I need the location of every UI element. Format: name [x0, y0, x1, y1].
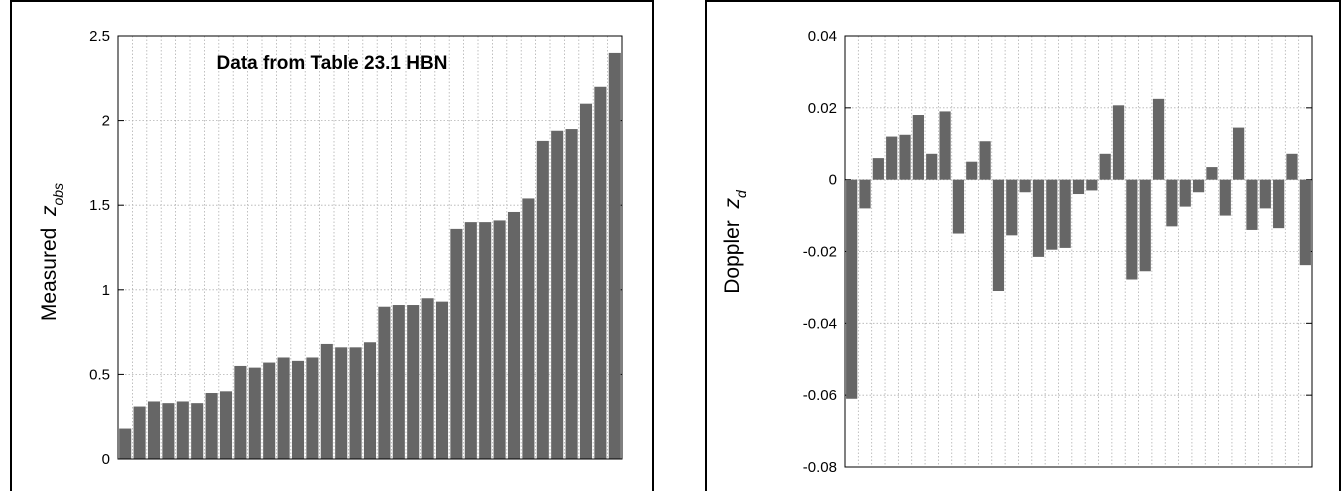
bar [1233, 127, 1245, 180]
y-axis-label-subscript: obs [50, 183, 66, 206]
bar [263, 362, 276, 459]
bar [522, 198, 535, 459]
y-tick-label: 0.5 [89, 366, 110, 383]
bar [1099, 153, 1111, 180]
bar [1112, 105, 1125, 180]
chart-title: Data from Table 23.1 HBN [217, 53, 448, 74]
bar [1032, 179, 1045, 257]
bar [205, 393, 218, 459]
bar [979, 141, 991, 180]
bar [846, 179, 858, 399]
bar [435, 301, 449, 459]
y-axis-label-text: Measured [38, 228, 61, 321]
bar [1166, 179, 1178, 227]
bar [939, 111, 951, 180]
y-axis-label: Doppler zd [721, 189, 749, 294]
bar [952, 179, 965, 234]
y-tick-label: 1 [102, 282, 110, 299]
y-tick-label: -0.06 [803, 387, 837, 404]
doppler-z-d-chart: 0.04 0.02 0 -0.02 -0.04 -0.06 -0.08 Doppler zd [721, 28, 1313, 476]
y-tick-label: 2 [102, 113, 110, 130]
bar [349, 347, 362, 459]
bar [1206, 167, 1218, 180]
bar [608, 52, 621, 460]
bar [1072, 179, 1085, 195]
y-tick-label: 1.5 [89, 197, 110, 214]
right-chart-panel: 0.04 0.02 0 -0.02 -0.04 -0.06 -0.08 Doppler zd [705, 0, 1341, 491]
bar [1192, 179, 1205, 193]
bar [421, 298, 434, 459]
bar [320, 343, 333, 459]
bar [450, 228, 463, 459]
y-tick-label: 2.5 [89, 28, 110, 45]
bar [1046, 179, 1058, 250]
bar [191, 403, 204, 459]
bar [926, 153, 938, 180]
bar [1246, 179, 1258, 230]
bar [1179, 179, 1191, 207]
y-tick-label: 0.02 [808, 100, 837, 117]
bar [291, 360, 305, 459]
bar [306, 357, 319, 459]
bar [493, 220, 506, 459]
bar [966, 161, 978, 180]
bar [1299, 179, 1311, 266]
y-tick-label: -0.08 [803, 459, 837, 476]
bar [147, 401, 161, 459]
bar [899, 134, 911, 180]
bar [234, 365, 247, 459]
bar [162, 403, 175, 459]
bar [1286, 153, 1298, 180]
bar [407, 305, 420, 459]
bar [335, 347, 348, 459]
y-axis-label-variable: z [38, 205, 61, 217]
y-axis-label-variable: z [721, 198, 744, 210]
bar [872, 158, 884, 180]
bar [1086, 179, 1098, 191]
bar [1126, 179, 1138, 280]
bar [176, 401, 189, 459]
bar [859, 179, 871, 209]
plot-frame [844, 35, 1313, 468]
bar [1152, 98, 1165, 180]
bar [1259, 179, 1271, 209]
bar [886, 136, 898, 180]
y-axis-label-text: Doppler [721, 220, 744, 294]
bar [479, 222, 492, 459]
bar [119, 428, 132, 459]
bar [248, 367, 261, 459]
bar [378, 306, 391, 459]
bar [464, 222, 477, 459]
bar [392, 305, 405, 459]
bar [277, 357, 290, 459]
bar [1273, 179, 1285, 229]
bar [594, 86, 607, 459]
measured-z-obs-chart: 0 0.5 1 1.5 2 2.5 Measured zobs Data from Table… [38, 28, 623, 468]
bar [551, 130, 564, 459]
y-tick-label: 0.04 [808, 28, 837, 45]
bar [133, 406, 146, 459]
bar [565, 129, 578, 459]
bar [1006, 179, 1018, 236]
y-tick-label: -0.02 [803, 244, 837, 261]
bar [1139, 179, 1151, 272]
plot-frame [117, 35, 623, 460]
bar [579, 103, 593, 460]
bar [507, 211, 521, 459]
y-tick-label: 0 [829, 172, 837, 189]
bar [1219, 179, 1231, 216]
y-tick-label: -0.04 [803, 315, 837, 332]
bar [1019, 179, 1031, 193]
left-chart-panel: 0 0.5 1 1.5 2 2.5 Measured zobs Data from Table… [10, 0, 654, 491]
y-axis-label: Measured zobs [38, 183, 66, 321]
bar [992, 179, 1005, 292]
bar [536, 140, 549, 460]
y-axis-label-subscript: d [733, 189, 749, 198]
y-tick-label: 0 [102, 451, 110, 468]
bar [363, 342, 377, 459]
bar [912, 115, 924, 180]
bar [1059, 179, 1071, 248]
bar [219, 391, 233, 459]
